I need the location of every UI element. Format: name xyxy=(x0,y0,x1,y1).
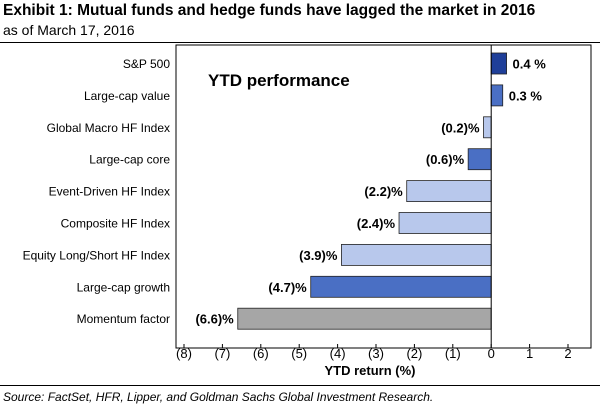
x-tick-label: (1) xyxy=(445,346,461,361)
bottom-divider xyxy=(0,385,600,386)
category-label-momentum-factor: Momentum factor xyxy=(77,312,170,326)
source-note: Source: FactSet, HFR, Lipper, and Goldma… xyxy=(3,390,434,404)
bar-large-cap-value xyxy=(490,84,504,107)
category-label-s-p-500: S&P 500 xyxy=(123,57,170,71)
chart-subtitle: as of March 17, 2016 xyxy=(3,22,135,38)
value-label-global-macro-hf-index: (0.2)% xyxy=(441,120,480,135)
x-tick-label: 2 xyxy=(564,346,571,361)
category-label-large-cap-core: Large-cap core xyxy=(89,153,170,167)
x-tick-label: 1 xyxy=(526,346,533,361)
category-label-equity-long-short-hf-index: Equity Long/Short HF Index xyxy=(23,248,170,262)
bar-momentum-factor xyxy=(237,307,492,330)
category-label-large-cap-value: Large-cap value xyxy=(84,89,170,103)
chart-title: Exhibit 1: Mutual funds and hedge funds … xyxy=(3,2,536,19)
value-label-large-cap-value: 0.3 % xyxy=(509,88,543,103)
bar-composite-hf-index xyxy=(398,212,492,234)
bar-global-macro-hf-index xyxy=(483,116,492,139)
bars-layer: S&P 500 0.4 % Large-cap value 0.3 % Global M… xyxy=(23,45,547,348)
value-label-equity-long-short-hf-index: (3.9)% xyxy=(299,248,338,263)
x-tick-label: (3) xyxy=(368,346,384,361)
bar-s-p-500 xyxy=(490,52,507,75)
x-tick-label: 0 xyxy=(488,346,495,361)
value-label-large-cap-growth: (4.7)% xyxy=(268,280,307,295)
x-axis: (8) (7) (6) (5) (4) (3) (2) (1) 0 1 2 xyxy=(176,344,572,361)
category-label-composite-hf-index: Composite HF Index xyxy=(61,217,170,231)
value-label-momentum-factor: (6.6)% xyxy=(195,312,234,327)
x-tick-label: (6) xyxy=(253,346,269,361)
x-tick-label: (4) xyxy=(330,346,346,361)
chart-annotation: YTD performance xyxy=(208,71,350,90)
category-label-event-driven-hf-index: Event-Driven HF Index xyxy=(49,185,170,199)
x-tick-label: (2) xyxy=(406,346,422,361)
bar-event-driven-hf-index xyxy=(406,180,492,203)
bar-large-cap-core xyxy=(467,148,492,171)
value-label-s-p-500: 0.4 % xyxy=(513,57,547,72)
category-label-large-cap-growth: Large-cap growth xyxy=(77,280,170,294)
x-tick-label: (8) xyxy=(176,346,192,361)
value-label-event-driven-hf-index: (2.2)% xyxy=(364,184,403,199)
value-label-large-cap-core: (0.6)% xyxy=(426,152,465,167)
bar-large-cap-growth xyxy=(310,275,492,298)
x-tick-label: (5) xyxy=(291,346,307,361)
bar-equity-long-short-hf-index xyxy=(341,243,492,266)
top-divider xyxy=(0,42,600,43)
x-tick-label: (7) xyxy=(214,346,230,361)
value-label-composite-hf-index: (2.4)% xyxy=(357,216,396,231)
x-axis-label: YTD return (%) xyxy=(325,363,416,378)
category-label-global-macro-hf-index: Global Macro HF Index xyxy=(47,121,170,135)
